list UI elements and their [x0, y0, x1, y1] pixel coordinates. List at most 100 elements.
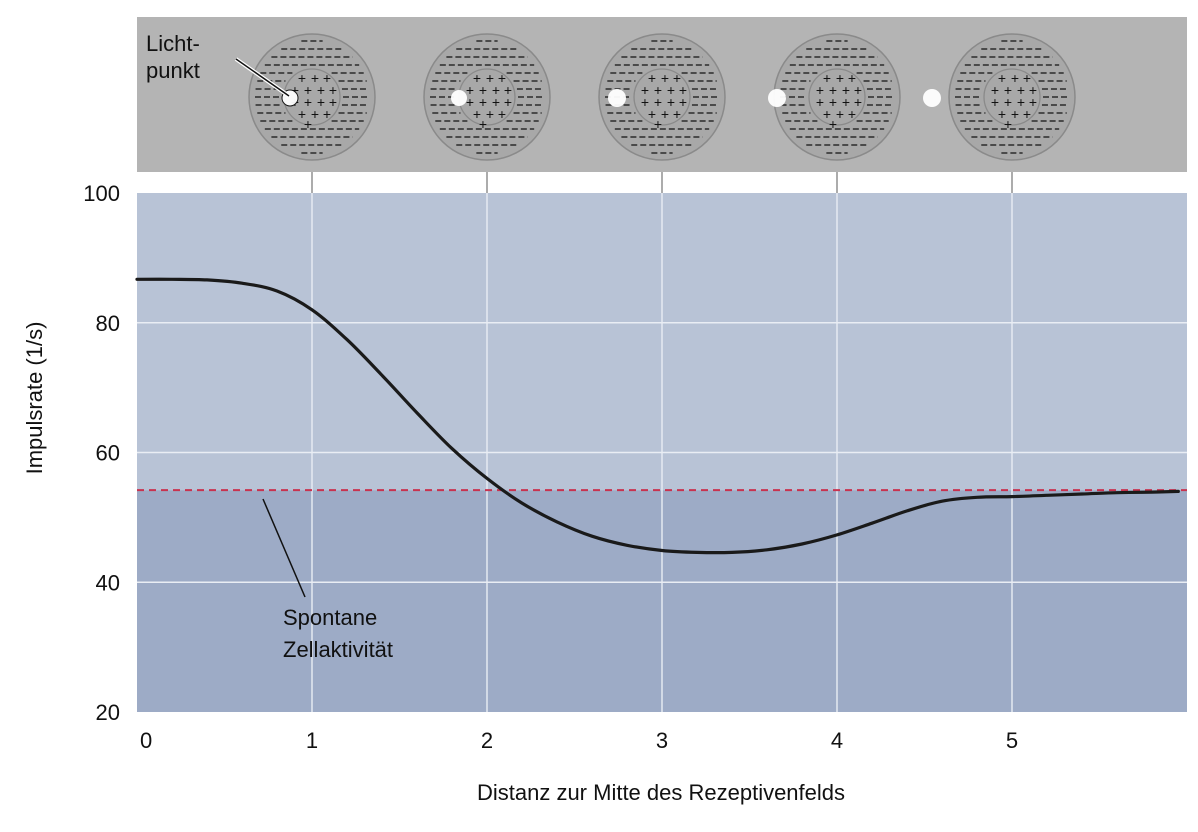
- center-excitation-mark: +: [661, 70, 669, 86]
- center-excitation-mark: +: [836, 106, 844, 122]
- center-excitation-mark: +: [323, 106, 331, 122]
- receptive-field-center: [633, 68, 691, 126]
- center-excitation-mark: +: [654, 116, 662, 132]
- center-excitation-mark: +: [1011, 70, 1019, 86]
- center-excitation-mark: +: [473, 70, 481, 86]
- center-excitation-mark: +: [998, 106, 1006, 122]
- y-tick-label: 100: [83, 181, 120, 206]
- y-tick-labels: 20 40 60 80 100: [83, 181, 120, 725]
- y-axis-label: Impulsrate (1/s): [22, 322, 47, 475]
- center-excitation-mark: +: [291, 82, 299, 98]
- center-excitation-mark: +: [466, 94, 474, 110]
- x-tick-label: 1: [306, 728, 318, 753]
- receptive-field: +++++++++++++++: [923, 33, 1076, 161]
- center-excitation-mark: +: [842, 94, 850, 110]
- center-excitation-mark: +: [492, 82, 500, 98]
- center-excitation-mark: +: [1023, 70, 1031, 86]
- center-excitation-mark: +: [667, 94, 675, 110]
- center-excitation-mark: +: [1017, 94, 1025, 110]
- center-excitation-mark: +: [323, 70, 331, 86]
- spontaneous-activity-pointer: [262, 498, 306, 598]
- center-excitation-mark: +: [1023, 106, 1031, 122]
- center-excitation-mark: +: [498, 106, 506, 122]
- center-excitation-mark: +: [298, 70, 306, 86]
- receptive-field: +++++++++++++++: [598, 33, 726, 161]
- center-excitation-mark: +: [1029, 94, 1037, 110]
- center-excitation-mark: +: [304, 82, 312, 98]
- center-excitation-mark: +: [829, 94, 837, 110]
- center-excitation-mark: +: [829, 82, 837, 98]
- center-excitation-mark: +: [486, 106, 494, 122]
- stimulus-connector-ticks: [311, 172, 1013, 193]
- light-spot-label-line2: punkt: [146, 58, 200, 83]
- center-excitation-mark: +: [654, 94, 662, 110]
- receptive-field: +++++++++++++++: [768, 33, 901, 161]
- receptive-field: +++++++++++++++: [248, 33, 376, 161]
- spontaneous-activity-label-line2: Zellaktivität: [283, 637, 393, 662]
- light-spot: [608, 89, 626, 107]
- y-tick-label: 80: [96, 311, 120, 336]
- center-excitation-mark: +: [329, 82, 337, 98]
- center-excitation-mark: +: [661, 106, 669, 122]
- x-tick-label: 3: [656, 728, 668, 753]
- center-excitation-mark: +: [479, 94, 487, 110]
- center-excitation-mark: +: [641, 94, 649, 110]
- light-spot: [451, 90, 467, 106]
- center-excitation-mark: +: [1004, 82, 1012, 98]
- center-excitation-mark: +: [486, 70, 494, 86]
- grid: [137, 193, 1187, 712]
- center-excitation-mark: +: [479, 116, 487, 132]
- center-excitation-mark: +: [466, 82, 474, 98]
- center-excitation-mark: +: [1011, 106, 1019, 122]
- center-excitation-mark: +: [854, 82, 862, 98]
- center-excitation-mark: +: [679, 94, 687, 110]
- center-excitation-mark: +: [836, 70, 844, 86]
- center-excitation-mark: +: [479, 82, 487, 98]
- center-excitation-mark: +: [329, 94, 337, 110]
- light-spot: [768, 89, 786, 107]
- center-excitation-mark: +: [1004, 116, 1012, 132]
- center-excitation-mark: +: [504, 94, 512, 110]
- center-excitation-mark: +: [991, 94, 999, 110]
- x-tick-label: 4: [831, 728, 843, 753]
- center-excitation-mark: +: [998, 70, 1006, 86]
- center-excitation-mark: +: [673, 70, 681, 86]
- center-excitation-mark: +: [648, 70, 656, 86]
- center-excitation-mark: +: [317, 94, 325, 110]
- x-tick-label: 2: [481, 728, 493, 753]
- center-excitation-mark: +: [829, 116, 837, 132]
- center-excitation-mark: +: [311, 70, 319, 86]
- center-excitation-mark: +: [673, 106, 681, 122]
- center-excitation-mark: +: [667, 82, 675, 98]
- x-axis-label: Distanz zur Mitte des Rezeptivenfelds: [477, 780, 845, 805]
- center-excitation-mark: +: [991, 82, 999, 98]
- y-tick-label: 40: [96, 570, 120, 595]
- center-excitation-mark: +: [504, 82, 512, 98]
- center-excitation-mark: +: [1017, 82, 1025, 98]
- center-excitation-mark: +: [679, 82, 687, 98]
- center-excitation-mark: +: [1004, 94, 1012, 110]
- center-excitation-mark: +: [304, 116, 312, 132]
- center-excitation-mark: +: [842, 82, 850, 98]
- x-tick-labels: 0 1 2 3 4 5: [140, 728, 1018, 753]
- firing-rate-curve: [135, 277, 1180, 555]
- center-excitation-mark: +: [648, 106, 656, 122]
- x-tick-label: 5: [1006, 728, 1018, 753]
- y-tick-label: 20: [96, 700, 120, 725]
- light-spot: [923, 89, 941, 107]
- center-excitation-mark: +: [498, 70, 506, 86]
- center-excitation-mark: +: [854, 94, 862, 110]
- light-spot-pointer: [234, 57, 291, 98]
- center-excitation-mark: +: [816, 94, 824, 110]
- center-excitation-mark: +: [473, 106, 481, 122]
- y-tick-label: 60: [96, 441, 120, 466]
- spontaneous-activity-label-line1: Spontane: [283, 605, 377, 630]
- stimulus-row: + + ++ + + ++ + ++ + +++ + ++ + + ++ + + ++ + +++ + ++ + + ++ + + +…: [248, 33, 1076, 161]
- center-excitation-mark: +: [848, 70, 856, 86]
- center-excitation-mark: +: [298, 106, 306, 122]
- center-excitation-mark: +: [823, 106, 831, 122]
- receptive-field: +++++++++++++++: [423, 33, 551, 161]
- center-excitation-mark: +: [823, 70, 831, 86]
- center-excitation-mark: +: [1029, 82, 1037, 98]
